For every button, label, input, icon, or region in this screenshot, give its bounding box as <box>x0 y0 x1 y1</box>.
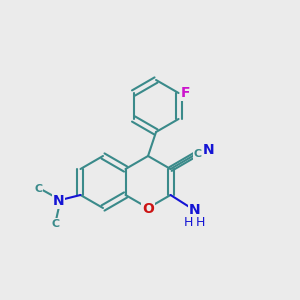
Text: N: N <box>189 203 200 217</box>
Text: H: H <box>196 215 205 229</box>
Text: O: O <box>142 202 154 216</box>
Text: F: F <box>181 86 190 100</box>
Text: C: C <box>34 184 43 194</box>
Text: C: C <box>51 219 59 229</box>
Text: C: C <box>194 149 202 159</box>
Text: N: N <box>203 143 214 157</box>
Text: N: N <box>53 194 64 208</box>
Text: H: H <box>184 215 193 229</box>
